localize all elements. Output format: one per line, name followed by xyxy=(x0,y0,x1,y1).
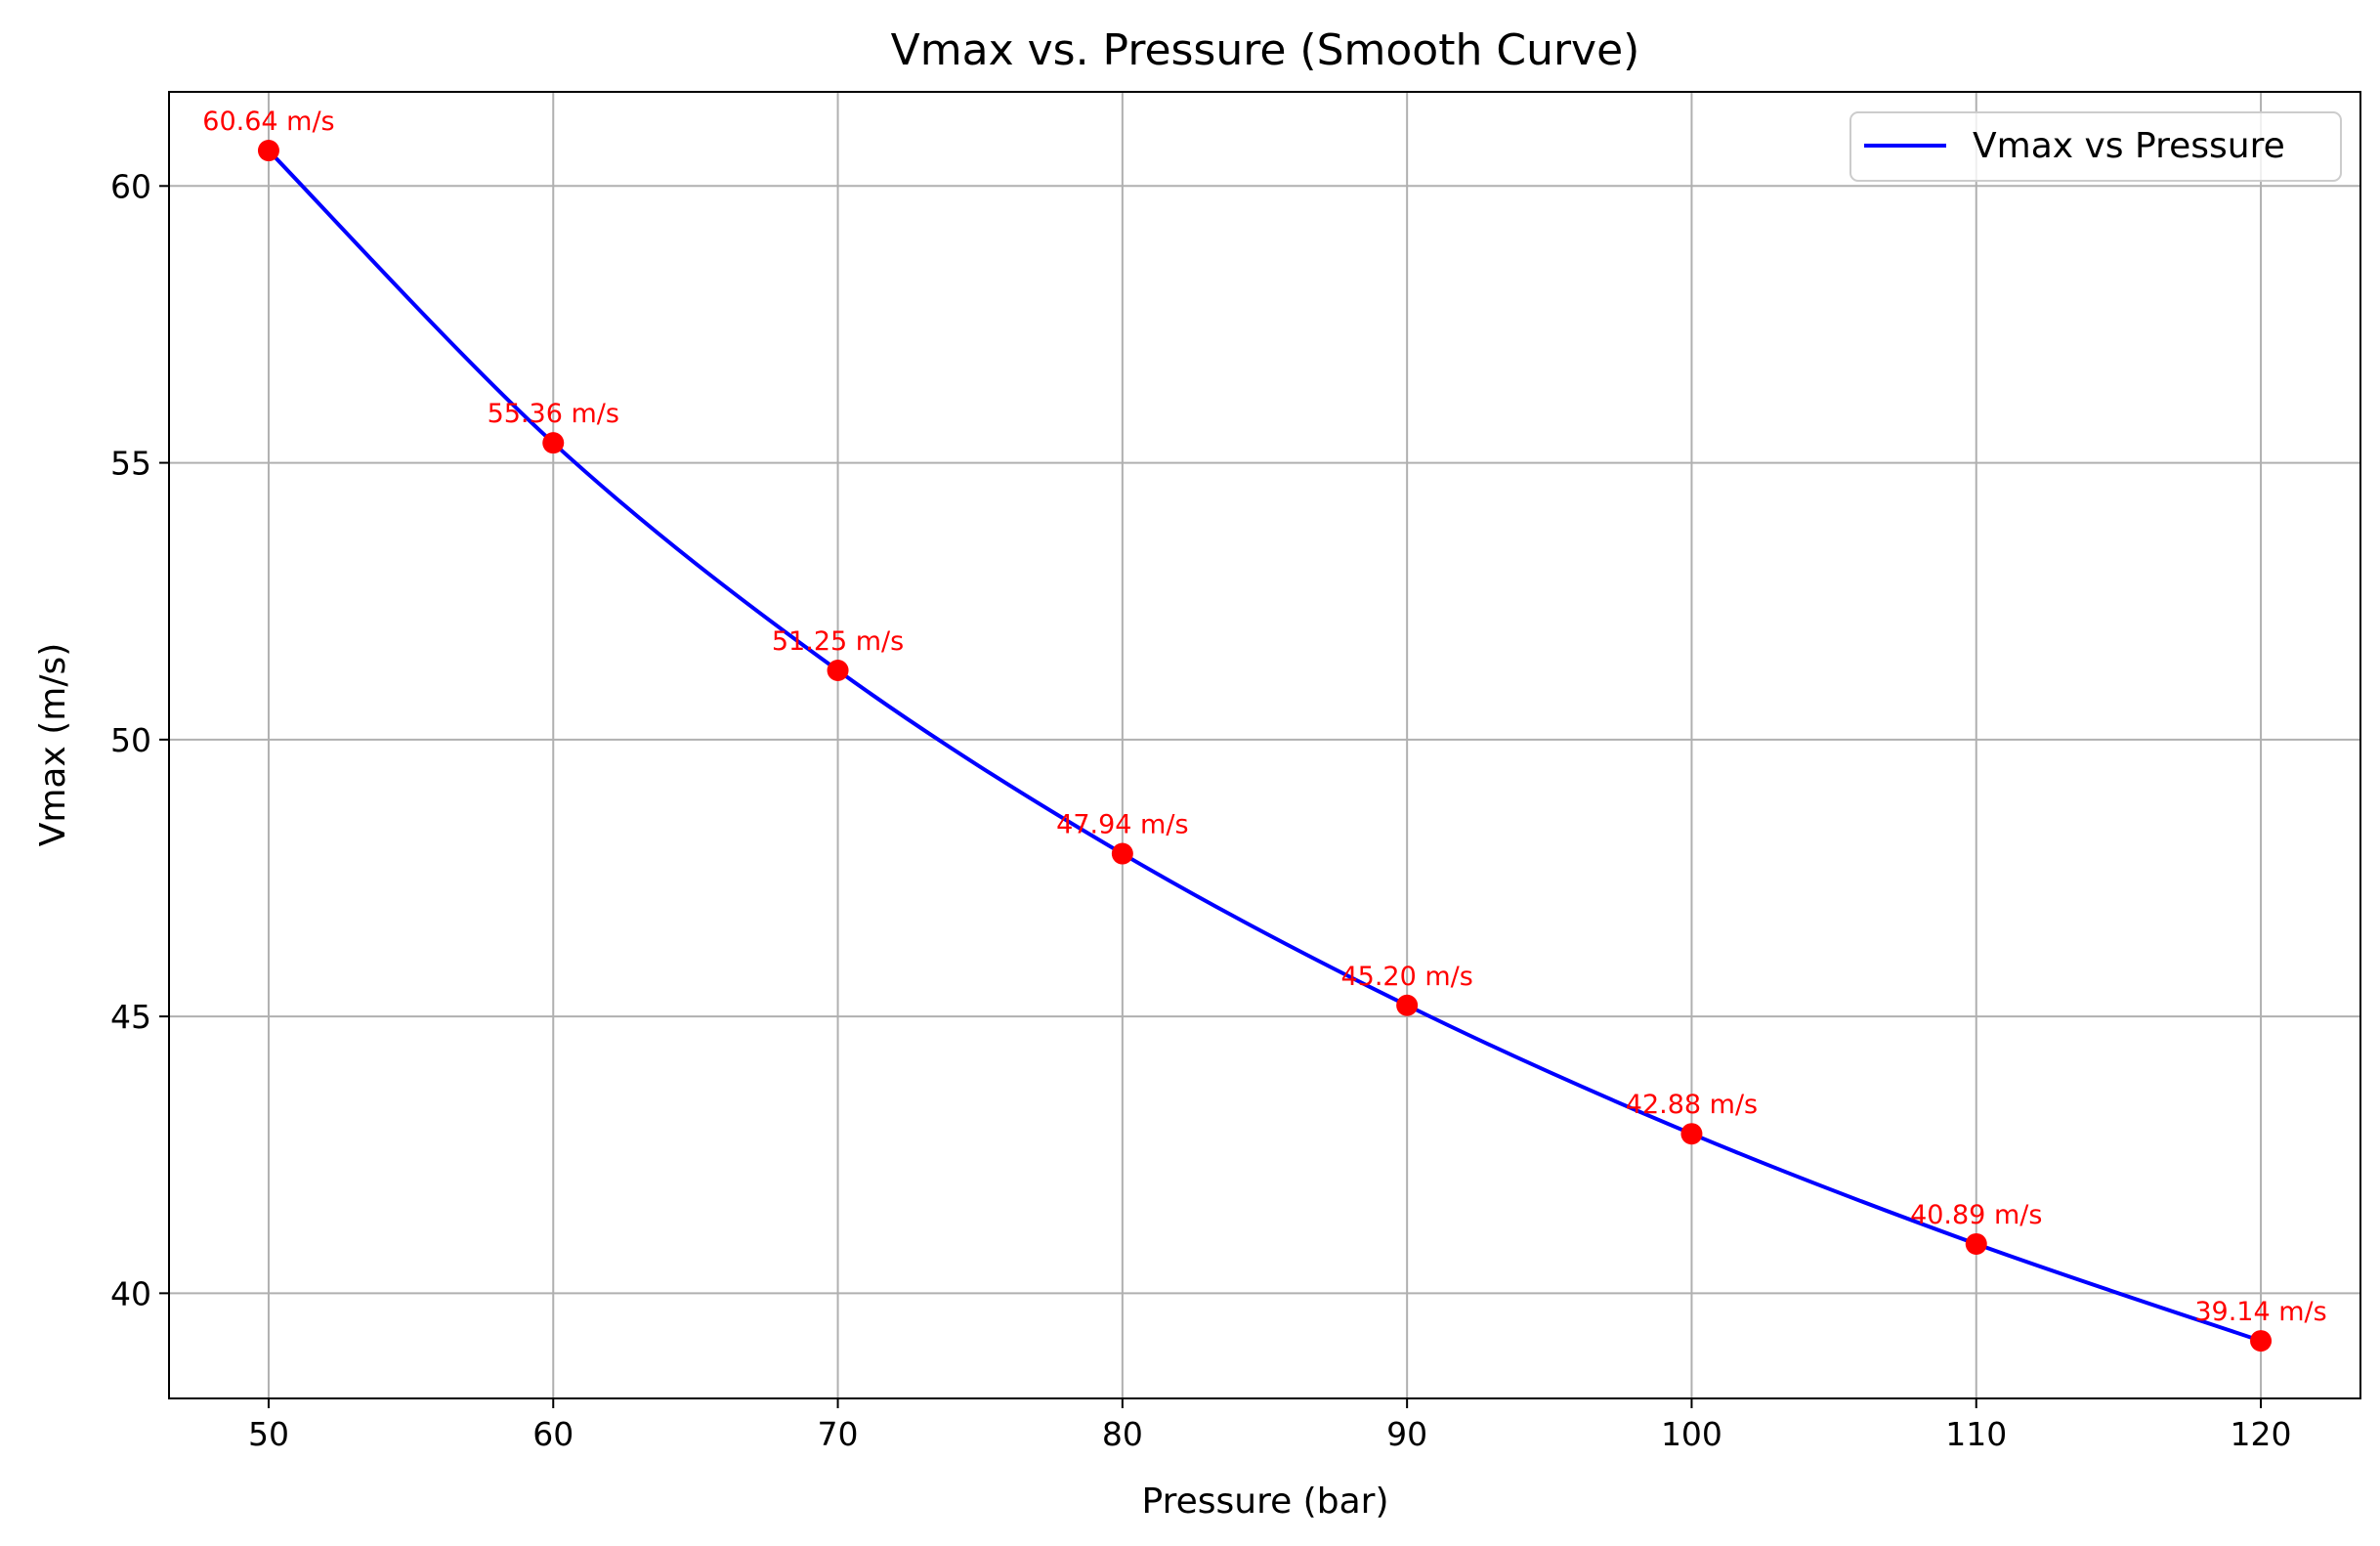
y-tick-label: 50 xyxy=(110,721,151,759)
x-axis-label: Pressure (bar) xyxy=(1142,1482,1389,1522)
data-label: 51.25 m/s xyxy=(772,626,904,657)
series-layer: 60.64 m/s 55.36 m/s 51.25 m/s 47.94 m/s 45.2… xyxy=(202,107,2327,1353)
y-tick-label: 40 xyxy=(110,1274,151,1312)
data-label: 60.64 m/s xyxy=(202,107,334,137)
x-tick-label: 60 xyxy=(532,1415,574,1453)
legend-label: Vmax vs Pressure xyxy=(1973,126,2285,166)
x-tick-label: 70 xyxy=(818,1415,859,1453)
data-point xyxy=(1111,842,1133,865)
chart-title: Vmax vs. Pressure (Smooth Curve) xyxy=(891,25,1640,75)
y-tick-label: 45 xyxy=(110,998,151,1036)
data-point xyxy=(257,140,279,162)
data-point xyxy=(827,660,849,682)
data-label: 39.14 m/s xyxy=(2194,1297,2326,1327)
x-tick-label: 100 xyxy=(1661,1415,1722,1453)
y-tick-label: 60 xyxy=(110,167,151,205)
y-axis-label: Vmax (m/s) xyxy=(33,643,73,847)
data-point xyxy=(1680,1123,1703,1145)
x-tick-label: 90 xyxy=(1386,1415,1427,1453)
x-tick-label: 80 xyxy=(1102,1415,1143,1453)
legend-box xyxy=(1849,111,2342,182)
x-tick-label: 50 xyxy=(248,1415,289,1453)
plot-frame xyxy=(168,91,2361,1399)
data-label: 40.89 m/s xyxy=(1910,1200,2042,1230)
y-tick-label: 55 xyxy=(110,445,151,483)
x-tick-label: 110 xyxy=(1945,1415,2007,1453)
data-label: 42.88 m/s xyxy=(1626,1090,1758,1120)
data-point xyxy=(2250,1330,2273,1353)
data-label: 55.36 m/s xyxy=(488,399,619,429)
legend: Vmax vs Pressure xyxy=(1849,111,2342,182)
data-point xyxy=(1396,994,1419,1016)
grid xyxy=(169,92,2360,1398)
x-tick-label: 120 xyxy=(2231,1415,2292,1453)
data-point xyxy=(1965,1232,1987,1255)
ticks: 50 60 70 80 90 100 110 120 40 45 50 55 60 xyxy=(110,167,2292,1453)
data-point xyxy=(542,432,565,454)
data-label: 45.20 m/s xyxy=(1340,962,1472,992)
data-label: 47.94 m/s xyxy=(1056,810,1188,840)
